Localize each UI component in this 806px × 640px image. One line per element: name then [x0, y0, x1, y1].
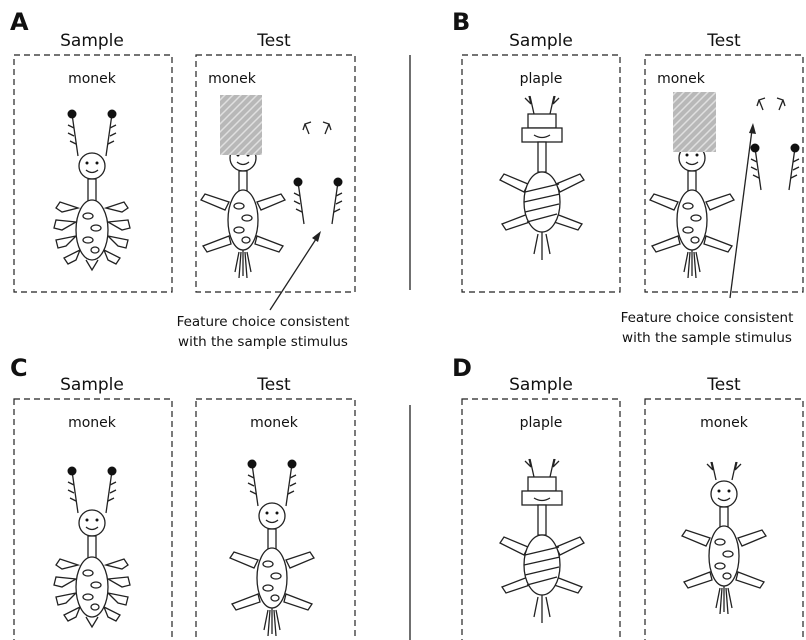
test-label: monek: [250, 415, 299, 431]
creature: [500, 459, 584, 623]
figure: A Sample Test monek monek Feature choice…: [0, 0, 806, 640]
occluder: [220, 95, 262, 155]
sample-header: Sample: [509, 375, 573, 395]
creature: [54, 110, 130, 271]
arrowhead: [312, 231, 321, 242]
annotation: Feature choice consistent: [177, 314, 350, 330]
annotation: with the sample stimulus: [178, 334, 348, 350]
test-header: Test: [256, 375, 291, 395]
sample-header: Sample: [60, 31, 124, 51]
test-box: [196, 55, 355, 292]
annotation: Feature choice consistent: [621, 310, 794, 326]
creature: [682, 462, 766, 614]
annotation: with the sample stimulus: [622, 330, 792, 346]
feature: [757, 98, 785, 110]
occluder: [673, 92, 716, 152]
panel-letter: D: [452, 354, 472, 382]
creature: [500, 96, 584, 260]
arrow: [730, 130, 752, 298]
panel-letter: B: [452, 8, 470, 36]
test-header: Test: [706, 375, 741, 395]
creature: [650, 145, 734, 278]
test-label: monek: [657, 71, 706, 87]
sample-header: Sample: [60, 375, 124, 395]
creature: [230, 460, 314, 637]
sample-label: monek: [68, 415, 117, 431]
creature: [201, 145, 285, 278]
panel-letter: A: [10, 8, 29, 36]
test-header: Test: [256, 31, 291, 51]
feature: [294, 178, 343, 225]
sample-label: plaple: [520, 415, 563, 431]
panel-letter: C: [10, 354, 28, 382]
test-box: [645, 55, 803, 292]
test-label: monek: [700, 415, 749, 431]
arrowhead: [749, 123, 756, 134]
test-label: monek: [208, 71, 257, 87]
sample-header: Sample: [509, 31, 573, 51]
creature: [54, 467, 130, 628]
feature: [303, 122, 331, 134]
sample-label: plaple: [520, 71, 563, 87]
test-header: Test: [706, 31, 741, 51]
feature: [751, 144, 800, 191]
sample-label: monek: [68, 71, 117, 87]
